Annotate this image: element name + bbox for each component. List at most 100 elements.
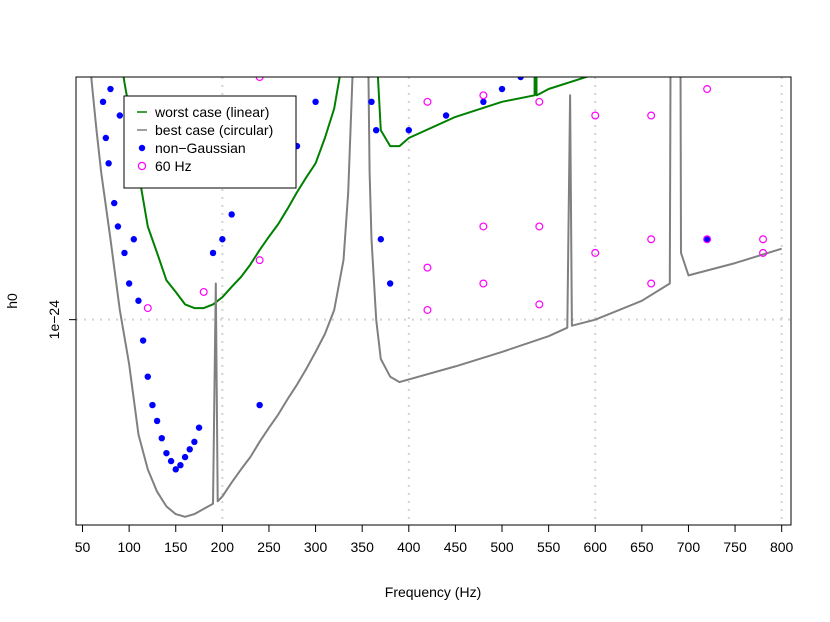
non-gaussian-point — [172, 466, 179, 473]
x-tick-label: 300 — [304, 539, 328, 555]
non-gaussian-point — [331, 42, 337, 48]
non-gaussian-point — [114, 223, 122, 230]
non-gaussian-point — [111, 199, 118, 207]
x-tick-label: 650 — [630, 539, 654, 555]
sixty-hz-point — [647, 279, 656, 288]
x-tick-label: 500 — [490, 539, 514, 555]
non-gaussian-point — [191, 438, 198, 446]
legend-dot-swatch — [138, 144, 146, 152]
sixty-hz-point — [592, 41, 599, 48]
non-gaussian-point — [158, 434, 165, 442]
sixty-hz-point — [423, 97, 432, 106]
non-gaussian-point — [555, 62, 561, 68]
x-tick-label: 250 — [257, 539, 281, 555]
sixty-hz-point — [143, 304, 152, 313]
x-tick-label: 450 — [444, 539, 468, 555]
non-gaussian-point — [181, 453, 189, 461]
sixty-hz-point — [759, 235, 768, 244]
sixty-hz-point — [703, 235, 712, 244]
legend-label: non−Gaussian — [155, 140, 246, 156]
sixty-hz-point — [591, 111, 600, 120]
x-tick-label: 550 — [537, 539, 561, 555]
non-gaussian-point — [442, 112, 450, 119]
sixty-hz-point — [423, 263, 432, 272]
x-tick-label: 400 — [397, 539, 421, 555]
sixty-hz-point — [368, 14, 375, 21]
sixty-hz-point — [760, 32, 767, 39]
non-gaussian-point — [163, 449, 170, 457]
x-axis: 50 100 150 200 250 300 350 400 450 500 550 600 650 70… — [75, 525, 794, 555]
sixty-hz-point — [591, 248, 600, 257]
legend-ring-swatch — [137, 161, 147, 171]
non-gaussian-point — [116, 112, 124, 119]
legend-label: worst case (linear) — [154, 104, 269, 120]
sixty-hz-point — [199, 287, 208, 296]
legend-box — [123, 95, 297, 189]
non-gaussian-point — [135, 297, 142, 304]
non-gaussian-point — [405, 126, 412, 134]
non-gaussian-point — [144, 373, 151, 380]
non-gaussian-point — [219, 236, 226, 243]
x-tick-label: 700 — [677, 539, 701, 555]
non-gaussian-point — [186, 446, 193, 453]
x-tick-label: 100 — [117, 539, 141, 555]
non-gaussian-point — [517, 77, 524, 81]
sixty-hz-point — [647, 111, 656, 120]
non-gaussian-point — [340, 18, 346, 24]
sixty-hz-point — [535, 222, 544, 231]
non-gaussian-point — [121, 249, 128, 257]
sixty-hz-point — [535, 97, 544, 106]
x-tick-label: 600 — [584, 539, 608, 555]
sixty-hz-point — [759, 248, 768, 257]
non-gaussian-point — [130, 236, 137, 243]
sixty-hz-point — [479, 222, 488, 231]
non-gaussian-point — [209, 249, 217, 257]
non-gaussian-point — [167, 457, 175, 465]
non-gaussian-point — [498, 85, 506, 93]
y-axis-label: h0 — [4, 293, 20, 309]
plot-frame — [75, 76, 792, 526]
non-gaussian-point — [256, 401, 263, 409]
non-gaussian-point — [480, 98, 487, 106]
legend-label: best case (circular) — [155, 122, 273, 138]
sixty-hz-point — [703, 85, 712, 94]
non-gaussian-point — [368, 98, 375, 106]
non-gaussian-point — [195, 424, 203, 431]
non-gaussian-point — [592, 52, 598, 58]
non-gaussian-point — [139, 337, 147, 344]
sixty-hz-point — [647, 235, 656, 244]
x-tick-label: 800 — [770, 539, 794, 555]
non-gaussian-point — [107, 85, 114, 93]
non-gaussian-point — [105, 160, 112, 167]
sixty-hz-point — [479, 91, 488, 100]
non-gaussian-point — [92, 42, 98, 48]
x-tick-label: 750 — [723, 539, 747, 555]
grid — [76, 77, 791, 525]
non-gaussian-point — [89, 0, 95, 4]
non-gaussian-point — [312, 98, 319, 106]
legend-label: 60 Hz — [155, 158, 192, 174]
sixty-hz-point — [255, 77, 264, 81]
y-axis: 1e−241e−231e−22 — [46, 300, 76, 339]
sixty-hz-point — [480, 27, 487, 34]
non-gaussian-point — [149, 401, 156, 409]
sixty-hz-point — [255, 256, 264, 265]
x-axis-label: Frequency (Hz) — [385, 584, 481, 600]
non-gaussian-point — [153, 417, 161, 425]
non-gaussian-point — [386, 280, 394, 287]
sixty-hz-point — [536, 22, 543, 29]
non-gaussian-point — [372, 126, 380, 134]
sixty-hz-point — [423, 305, 432, 314]
non-gaussian-point — [703, 236, 711, 243]
sixty-hz-point — [479, 279, 488, 288]
non-gaussian-point — [99, 98, 107, 106]
non-gaussian-point — [96, 68, 102, 74]
non-gaussian-point — [102, 134, 110, 142]
x-tick-label: 350 — [351, 539, 375, 555]
non-gaussian-point — [377, 236, 385, 243]
best-case-line — [90, 77, 782, 518]
non-gaussian-point — [125, 280, 133, 287]
x-tick-label: 200 — [211, 539, 235, 555]
